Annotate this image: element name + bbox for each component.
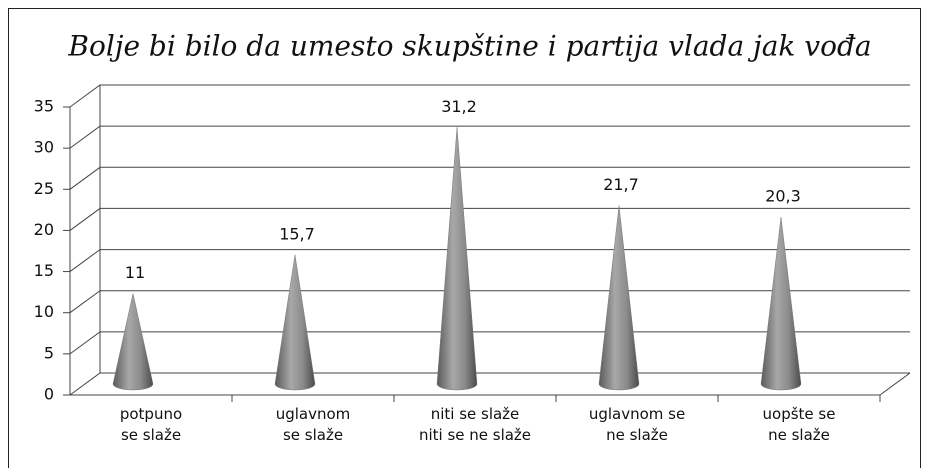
cone	[112, 293, 154, 391]
cone-body	[436, 127, 478, 391]
cone-body	[274, 254, 316, 391]
floor-side	[879, 372, 911, 396]
data-label: 21,7	[603, 175, 639, 194]
grid-line	[69, 372, 910, 396]
cone	[274, 254, 316, 391]
y-tick-label: 30	[34, 138, 54, 157]
x-tick-label: uglavnom se slaže	[275, 405, 351, 444]
grid-line	[69, 84, 910, 108]
y-tick-label: 20	[34, 220, 54, 239]
y-tick-label: 35	[34, 97, 54, 116]
x-tick-label: uopšte se ne slaže	[762, 405, 836, 444]
y-tick-label: 0	[44, 385, 54, 404]
cone	[598, 205, 640, 391]
x-tick-label: niti se slaže niti se ne slaže	[418, 405, 532, 444]
data-label: 20,3	[765, 186, 801, 205]
x-tick-label: uglavnom se ne slaže	[588, 405, 686, 444]
cone-body	[598, 205, 640, 391]
grid-line	[69, 166, 910, 190]
grid-line	[69, 125, 910, 149]
y-tick-label: 25	[34, 179, 54, 198]
y-tick-label: 5	[44, 343, 54, 362]
grid-line	[69, 249, 910, 272]
data-label: 31,2	[441, 97, 477, 116]
data-label: 15,7	[279, 224, 315, 243]
cone-body	[112, 293, 154, 391]
cone	[760, 216, 802, 391]
y-tick-label: 15	[34, 261, 54, 280]
x-tick-label: potpuno se slaže	[119, 405, 183, 444]
y-tick-label: 10	[34, 302, 54, 321]
data-label: 11	[125, 263, 145, 282]
grid-line	[69, 331, 910, 355]
grid-line	[69, 207, 910, 231]
frame	[8, 8, 921, 468]
grid-line	[69, 290, 910, 314]
cone	[436, 127, 478, 391]
cone-body	[760, 216, 802, 391]
chart-title: Bolje bi bilo da umesto skupštine i part…	[67, 30, 871, 63]
